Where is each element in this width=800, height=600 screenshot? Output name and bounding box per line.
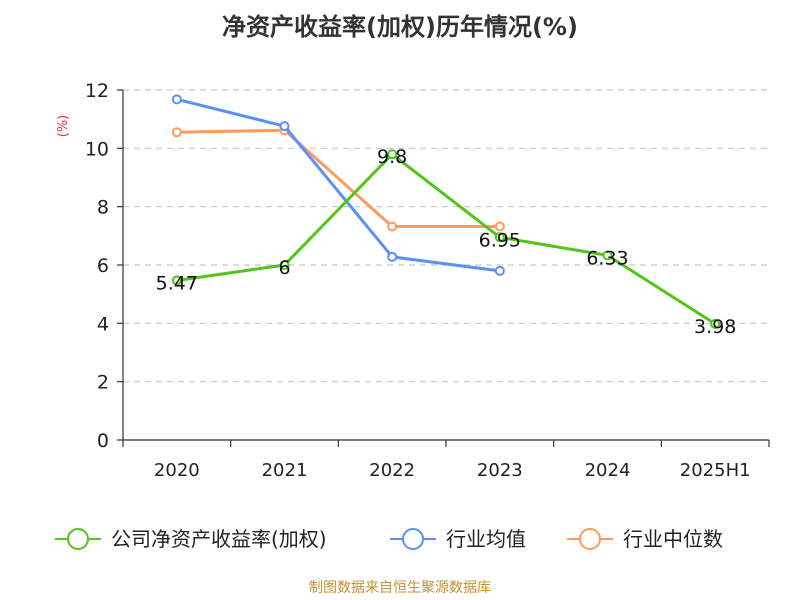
legend: 公司净资产收益率(加权) 行业均值 行业中位数	[55, 527, 723, 551]
data-point	[171, 94, 182, 105]
x-tick-label: 2020	[154, 460, 200, 481]
y-tick-label: 6	[97, 255, 109, 277]
axes	[117, 89, 770, 447]
data-label: 6	[278, 257, 290, 279]
series-line	[176, 152, 716, 326]
y-tick-label: 12	[85, 80, 109, 102]
data-point	[387, 149, 398, 160]
data-label: 3.98	[694, 316, 736, 338]
x-tick-label: 2021	[262, 460, 308, 481]
legend-label: 行业均值	[446, 527, 526, 551]
data-point	[494, 221, 505, 232]
series-lines	[171, 94, 721, 329]
data-point	[494, 232, 505, 243]
data-label: 5.47	[156, 272, 198, 294]
legend-label: 公司净资产收益率(加权)	[111, 527, 327, 551]
data-point	[279, 121, 290, 132]
data-label: 6.33	[586, 247, 628, 269]
chart-title: 净资产收益率(加权)历年情况(%)	[222, 13, 578, 41]
data-point	[387, 221, 398, 232]
data-point	[494, 265, 505, 276]
x-tick-label: 2024	[585, 460, 631, 481]
data-point	[171, 127, 182, 138]
x-tick-label: 2025H1	[680, 460, 751, 481]
data-point	[387, 251, 398, 262]
y-tick-label: 0	[97, 430, 109, 452]
series-line	[176, 128, 500, 228]
source-note: 制图数据来自恒生聚源数据库	[309, 580, 491, 596]
legend-marker	[67, 528, 89, 550]
y-tick-label: 4	[97, 313, 109, 335]
legend-label: 行业中位数	[623, 527, 723, 551]
data-point	[710, 318, 721, 329]
data-point	[602, 250, 613, 261]
y-axis-label: (%)	[56, 115, 71, 138]
y-tick-label: 10	[85, 138, 109, 160]
data-point	[171, 275, 182, 286]
data-labels: 5.47 6 9.8 6.95 6.33 3.98	[156, 146, 737, 338]
y-tick-label: 2	[97, 372, 109, 394]
legend-marker	[402, 528, 424, 550]
y-tick-label: 8	[97, 197, 109, 219]
y-tick-labels: 0 2 4 6 8 10 12	[85, 80, 109, 452]
x-tick-labels: 2020 2021 2022 2023 2024 2025H1	[154, 460, 751, 481]
x-tick-label: 2023	[477, 460, 523, 481]
data-point	[279, 260, 290, 270]
legend-marker	[579, 528, 601, 550]
data-label: 9.8	[377, 146, 407, 168]
data-label: 6.95	[479, 229, 521, 251]
series-line	[176, 97, 501, 273]
grid-lines	[123, 89, 769, 383]
x-tick-label: 2022	[369, 460, 415, 481]
